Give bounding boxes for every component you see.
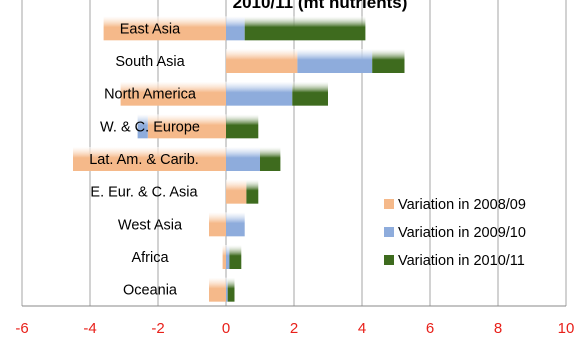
legend-label: Variation in 2009/10 <box>398 225 526 241</box>
bar-south-asia-series-3 <box>372 49 405 73</box>
bar-oceania-series-2 <box>226 277 228 302</box>
bar-e-eur-c-asia-series-1 <box>226 179 247 204</box>
category-labels: East Asia South Asia North America W. & C. … <box>89 21 200 298</box>
bar-south-asia-series-1 <box>226 49 298 73</box>
bar-w-c-europe-series-3 <box>226 114 259 139</box>
bar-series <box>73 16 405 302</box>
category-label-w-c-europe: W. & C. Europe <box>100 119 200 135</box>
category-label-africa: Africa <box>131 250 169 266</box>
x-tick-label: 4 <box>358 320 366 337</box>
bar-north-america-series-3 <box>292 81 328 106</box>
bar-west-asia-series-2 <box>226 212 245 237</box>
bar-africa-series-2 <box>226 245 230 269</box>
x-tick-label: 8 <box>494 320 502 337</box>
chart-title: 2010/11 (mt nutrients) <box>233 0 408 12</box>
bar-w-c-europe-series-1 <box>147 114 226 139</box>
bar-north-america-series-1 <box>120 81 226 106</box>
bar-lat-am-carib-series-2 <box>226 147 260 171</box>
category-label-west-asia: West Asia <box>118 217 183 233</box>
category-label-north-america: North America <box>104 87 197 103</box>
bar-south-asia-series-2 <box>297 49 373 73</box>
x-tick-label: -6 <box>15 320 28 337</box>
category-label-e-eur-c-asia: E. Eur. & C. Asia <box>90 185 198 201</box>
x-tick-label: 0 <box>222 320 230 337</box>
bar-africa-series-3 <box>229 245 242 269</box>
bar-north-america-series-2 <box>226 81 293 106</box>
legend: Variation in 2008/09 Variation in 2009/10… <box>384 197 526 269</box>
bar-west-asia-series-1 <box>209 212 226 237</box>
x-tick-label: -2 <box>151 320 164 337</box>
bar-w-c-europe-series-2 <box>137 114 148 139</box>
category-label-oceania: Oceania <box>123 283 178 299</box>
bar-e-eur-c-asia-series-3 <box>246 179 259 204</box>
bar-oceania-series-1 <box>209 277 226 302</box>
legend-swatch <box>384 199 394 209</box>
x-tick-label: -4 <box>83 320 96 337</box>
x-axis: -6 -4 -2 0 2 4 6 8 10 <box>15 305 575 337</box>
bar-east-asia-series-3 <box>244 16 366 41</box>
category-label-east-asia: East Asia <box>120 21 181 37</box>
bar-africa-series-1 <box>222 245 226 269</box>
bar-east-asia-series-2 <box>226 16 245 41</box>
legend-label: Variation in 2010/11 <box>398 253 525 269</box>
bar-lat-am-carib-series-3 <box>260 147 281 171</box>
bar-oceania-series-3 <box>227 277 235 302</box>
legend-swatch <box>384 255 394 265</box>
category-label-south-asia: South Asia <box>115 54 185 70</box>
bar-east-asia-series-1 <box>103 16 226 41</box>
x-tick-label: 10 <box>558 320 575 337</box>
legend-swatch <box>384 227 394 237</box>
legend-label: Variation in 2008/09 <box>398 197 526 213</box>
bar-lat-am-carib-series-1 <box>73 147 226 171</box>
x-tick-label: 2 <box>290 320 298 337</box>
x-tick-label: 6 <box>426 320 434 337</box>
category-label-lat-am-carib: Lat. Am. & Carib. <box>89 152 199 168</box>
